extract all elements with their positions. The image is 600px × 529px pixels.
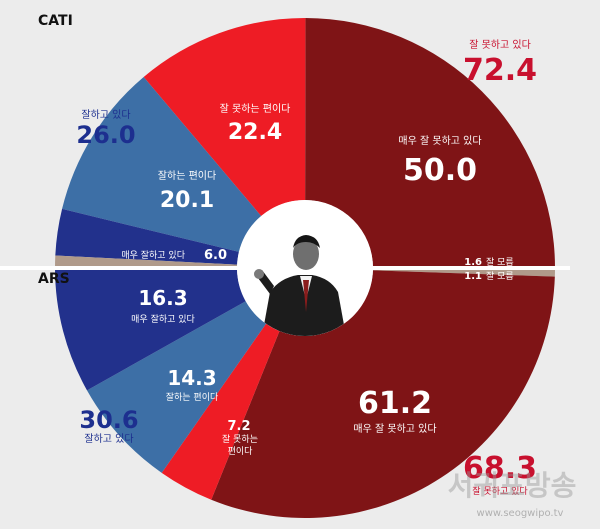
cati-value-very-bad: 50.0 — [403, 153, 477, 188]
ars-label-bad: 잘 못하는 편이다 — [222, 435, 258, 457]
ars-slice-4 — [55, 268, 246, 391]
cati-label-very-bad: 매우 잘 못하고 있다 — [398, 134, 481, 147]
cati-slice-0 — [305, 18, 555, 269]
ars-slice-1 — [211, 270, 555, 518]
cati-label-good: 잘하는 편이다 — [158, 169, 216, 182]
ars-total-good-value: 30.6 — [79, 406, 138, 434]
cati-total-bad-label: 잘 못하고 있다 — [469, 38, 531, 51]
cati-label-bad: 잘 못하는 편이다 — [220, 102, 291, 115]
ars-label-bad-box: 잘 못하는 편이다 — [222, 435, 258, 457]
cati-value-unknown: 1.6 — [464, 257, 482, 268]
cati-value-good: 20.1 — [160, 188, 214, 213]
cati-value-bad: 22.4 — [228, 120, 282, 145]
cati-slice-2 — [62, 77, 262, 252]
ars-label-unknown: 잘 모름 — [486, 270, 514, 282]
cati-slice-1 — [143, 17, 306, 217]
section-title-ars: ARS — [38, 271, 70, 287]
ars-total-bad-value: 68.3 — [463, 451, 537, 486]
ars-value-bad: 7.2 — [227, 419, 250, 434]
cati-slice-4 — [55, 255, 238, 268]
cati-value-very-good: 6.0 — [204, 248, 227, 263]
ars-label-good: 잘하는 편이다 — [166, 391, 219, 403]
ars-value-good: 14.3 — [167, 366, 216, 390]
ars-total-bad-label: 잘 못하고 있다 — [472, 485, 528, 497]
ars-value-very-good: 16.3 — [138, 286, 187, 310]
ars-slice-0 — [372, 268, 555, 277]
ars-slice-2 — [161, 323, 280, 500]
ars-label-very-bad: 매우 잘 못하고 있다 — [353, 422, 436, 435]
watermark-logo: 서귀포방송 — [448, 469, 577, 502]
cati-total-bad-value: 72.4 — [463, 53, 537, 88]
cati-total-good-label: 잘하고 있다 — [81, 108, 130, 121]
cati-total-good-value: 26.0 — [76, 121, 135, 149]
portrait-icon — [254, 235, 346, 336]
ars-slice-3 — [87, 301, 267, 473]
section-title-cati: CATI — [38, 13, 73, 29]
watermark-url: www.seogwipo.tv — [477, 508, 564, 519]
ars-total-good-label: 잘하고 있다 — [84, 432, 133, 445]
ars-label-very-good: 매우 잘하고 있다 — [131, 313, 195, 325]
slices-layer — [55, 17, 555, 518]
ars-value-very-bad: 61.2 — [358, 386, 432, 421]
ars-value-unknown: 1.1 — [464, 271, 482, 282]
cati-label-very-good: 매우 잘하고 있다 — [121, 249, 185, 261]
cati-slice-3 — [55, 208, 239, 265]
cati-label-unknown: 잘 모름 — [486, 256, 514, 268]
